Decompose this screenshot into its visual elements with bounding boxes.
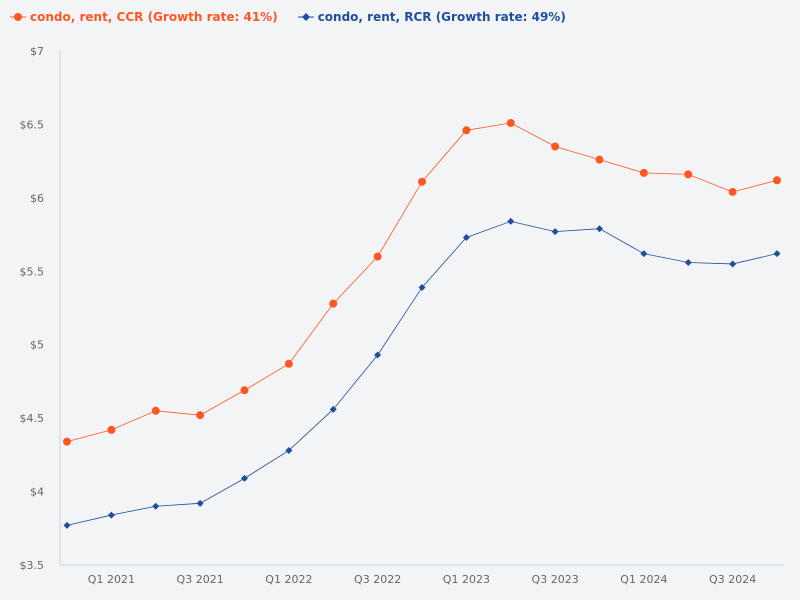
y-tick-label: $3.5	[20, 559, 45, 572]
x-tick-label: Q3 2023	[532, 573, 579, 586]
data-point[interactable]	[773, 250, 781, 258]
series-line	[66, 220, 778, 526]
data-point[interactable]	[63, 437, 71, 446]
y-tick-label: $5	[30, 339, 44, 352]
x-tick-label: Q1 2023	[443, 573, 490, 586]
data-point[interactable]	[462, 234, 470, 242]
legend-label: condo, rent, CCR (Growth rate: 41%)	[30, 10, 278, 24]
legend-item-ccr[interactable]: condo, rent, CCR (Growth rate: 41%)	[10, 10, 278, 24]
data-point[interactable]	[107, 511, 115, 519]
legend-label: condo, rent, RCR (Growth rate: 49%)	[317, 10, 566, 24]
y-tick-label: $6	[30, 192, 44, 205]
data-point[interactable]	[462, 126, 471, 135]
data-point[interactable]	[507, 217, 515, 225]
circle-marker-icon	[10, 13, 26, 21]
data-point[interactable]	[684, 170, 693, 179]
x-tick-label: Q3 2024	[709, 573, 756, 586]
data-point[interactable]	[240, 386, 249, 395]
data-point[interactable]	[151, 406, 160, 415]
data-point[interactable]	[285, 446, 293, 454]
data-point[interactable]	[374, 351, 382, 359]
data-point[interactable]	[241, 474, 248, 482]
y-tick-label: $4.5	[20, 412, 45, 425]
legend-item-rcr[interactable]: condo, rent, RCR (Growth rate: 49%)	[297, 10, 566, 24]
y-tick-label: $4	[30, 486, 44, 499]
series-0	[63, 118, 781, 446]
data-point[interactable]	[596, 225, 603, 233]
data-point[interactable]	[729, 260, 737, 268]
data-point[interactable]	[640, 250, 648, 258]
y-tick-label: $7	[30, 45, 44, 58]
data-point[interactable]	[684, 258, 692, 266]
series-1	[63, 217, 781, 529]
data-point[interactable]	[284, 359, 293, 368]
data-point[interactable]	[551, 142, 560, 151]
data-point[interactable]	[329, 299, 338, 308]
x-tick-label: Q1 2022	[265, 573, 312, 586]
legend: condo, rent, CCR (Growth rate: 41%) cond…	[10, 10, 566, 24]
data-point[interactable]	[152, 502, 160, 510]
data-point[interactable]	[773, 176, 781, 185]
diamond-marker-icon	[297, 13, 314, 21]
data-point[interactable]	[595, 155, 604, 164]
data-point[interactable]	[107, 425, 116, 434]
data-point[interactable]	[329, 405, 337, 413]
series-line	[66, 122, 778, 443]
y-tick-label: $6.5	[20, 118, 45, 131]
data-point[interactable]	[63, 521, 71, 529]
data-point[interactable]	[418, 283, 426, 291]
x-tick-label: Q3 2021	[177, 573, 224, 586]
data-point[interactable]	[639, 168, 648, 177]
data-point[interactable]	[196, 411, 205, 420]
data-point[interactable]	[506, 118, 515, 127]
data-point[interactable]	[196, 499, 204, 507]
x-tick-label: Q1 2021	[88, 573, 135, 586]
data-point[interactable]	[373, 252, 382, 261]
y-tick-label: $5.5	[20, 265, 45, 278]
data-point[interactable]	[418, 177, 426, 186]
x-tick-label: Q3 2022	[354, 573, 401, 586]
data-point[interactable]	[728, 187, 737, 196]
x-tick-label: Q1 2024	[620, 573, 667, 586]
data-point[interactable]	[551, 228, 559, 236]
